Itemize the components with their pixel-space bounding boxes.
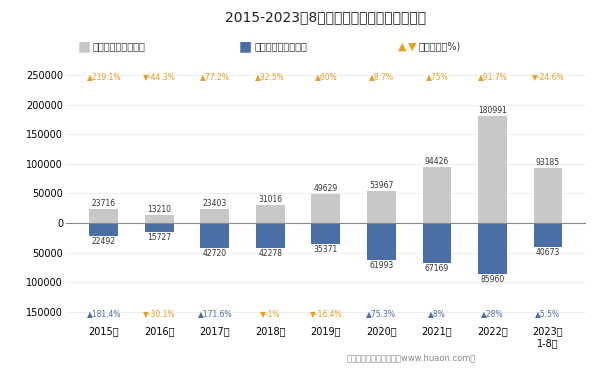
Text: ▲28%: ▲28% bbox=[481, 309, 504, 318]
Text: ▲8%: ▲8% bbox=[428, 309, 446, 318]
Text: 49629: 49629 bbox=[314, 184, 338, 193]
Text: ▲91.7%: ▲91.7% bbox=[478, 71, 507, 80]
Text: 22492: 22492 bbox=[92, 237, 116, 246]
Bar bbox=[256, 205, 285, 223]
Bar bbox=[145, 223, 174, 232]
Text: ▲5.5%: ▲5.5% bbox=[535, 309, 560, 318]
Text: 67169: 67169 bbox=[425, 264, 449, 273]
Bar bbox=[312, 223, 340, 244]
Text: 85960: 85960 bbox=[480, 275, 505, 284]
Text: ▲8.7%: ▲8.7% bbox=[369, 71, 394, 80]
Text: 出口总额（万美元）: 出口总额（万美元） bbox=[93, 42, 145, 51]
Text: ■: ■ bbox=[239, 39, 252, 54]
Text: ▲219.1%: ▲219.1% bbox=[87, 71, 121, 80]
Text: 进口总额（万美元）: 进口总额（万美元） bbox=[254, 42, 307, 51]
Bar bbox=[200, 209, 229, 223]
Bar bbox=[423, 167, 451, 223]
Text: 42720: 42720 bbox=[203, 249, 227, 258]
Text: 94426: 94426 bbox=[425, 157, 449, 166]
Text: 93185: 93185 bbox=[536, 158, 560, 167]
Text: ▼-30.1%: ▼-30.1% bbox=[143, 309, 176, 318]
Bar bbox=[367, 223, 396, 260]
Text: 23716: 23716 bbox=[92, 199, 116, 208]
Text: ▲: ▲ bbox=[398, 42, 406, 51]
Text: 15727: 15727 bbox=[147, 233, 172, 242]
Text: ▼-16.4%: ▼-16.4% bbox=[310, 309, 342, 318]
Bar bbox=[533, 168, 562, 223]
Bar bbox=[90, 223, 118, 236]
Text: 13210: 13210 bbox=[147, 205, 172, 214]
Bar bbox=[367, 191, 396, 223]
Bar bbox=[200, 223, 229, 248]
Bar bbox=[423, 223, 451, 263]
Text: ▼-1%: ▼-1% bbox=[260, 309, 280, 318]
Text: ▼: ▼ bbox=[408, 42, 417, 51]
Text: 31016: 31016 bbox=[258, 195, 282, 204]
Text: ▼-44.3%: ▼-44.3% bbox=[143, 71, 176, 80]
Text: ▲75.3%: ▲75.3% bbox=[367, 309, 396, 318]
Title: 2015-2023年8月南通综合保税区进、出口额: 2015-2023年8月南通综合保税区进、出口额 bbox=[225, 10, 426, 25]
Text: ▲181.4%: ▲181.4% bbox=[87, 309, 121, 318]
Bar bbox=[312, 194, 340, 223]
Text: 40673: 40673 bbox=[536, 248, 560, 257]
Bar bbox=[478, 116, 507, 223]
Text: 61993: 61993 bbox=[370, 261, 393, 270]
Text: 35371: 35371 bbox=[314, 245, 338, 254]
Text: 同比增速（%): 同比增速（%) bbox=[419, 42, 461, 51]
Text: ▲32.5%: ▲32.5% bbox=[255, 71, 285, 80]
Text: ■: ■ bbox=[78, 39, 91, 54]
Text: ▼-24.6%: ▼-24.6% bbox=[532, 71, 565, 80]
Text: ▲75%: ▲75% bbox=[426, 71, 448, 80]
Text: 53967: 53967 bbox=[369, 181, 393, 190]
Text: 23403: 23403 bbox=[203, 199, 227, 208]
Text: ▲77.2%: ▲77.2% bbox=[200, 71, 230, 80]
Bar bbox=[256, 223, 285, 248]
Bar bbox=[478, 223, 507, 274]
Text: 180991: 180991 bbox=[478, 106, 507, 115]
Text: ▲171.6%: ▲171.6% bbox=[197, 309, 232, 318]
Bar bbox=[533, 223, 562, 247]
Text: ▲60%: ▲60% bbox=[315, 71, 337, 80]
Bar bbox=[145, 215, 174, 223]
Bar bbox=[90, 209, 118, 223]
Text: 42278: 42278 bbox=[258, 249, 282, 258]
Text: 制图：华经产业研究院（www.huaon.com）: 制图：华经产业研究院（www.huaon.com） bbox=[347, 353, 476, 362]
